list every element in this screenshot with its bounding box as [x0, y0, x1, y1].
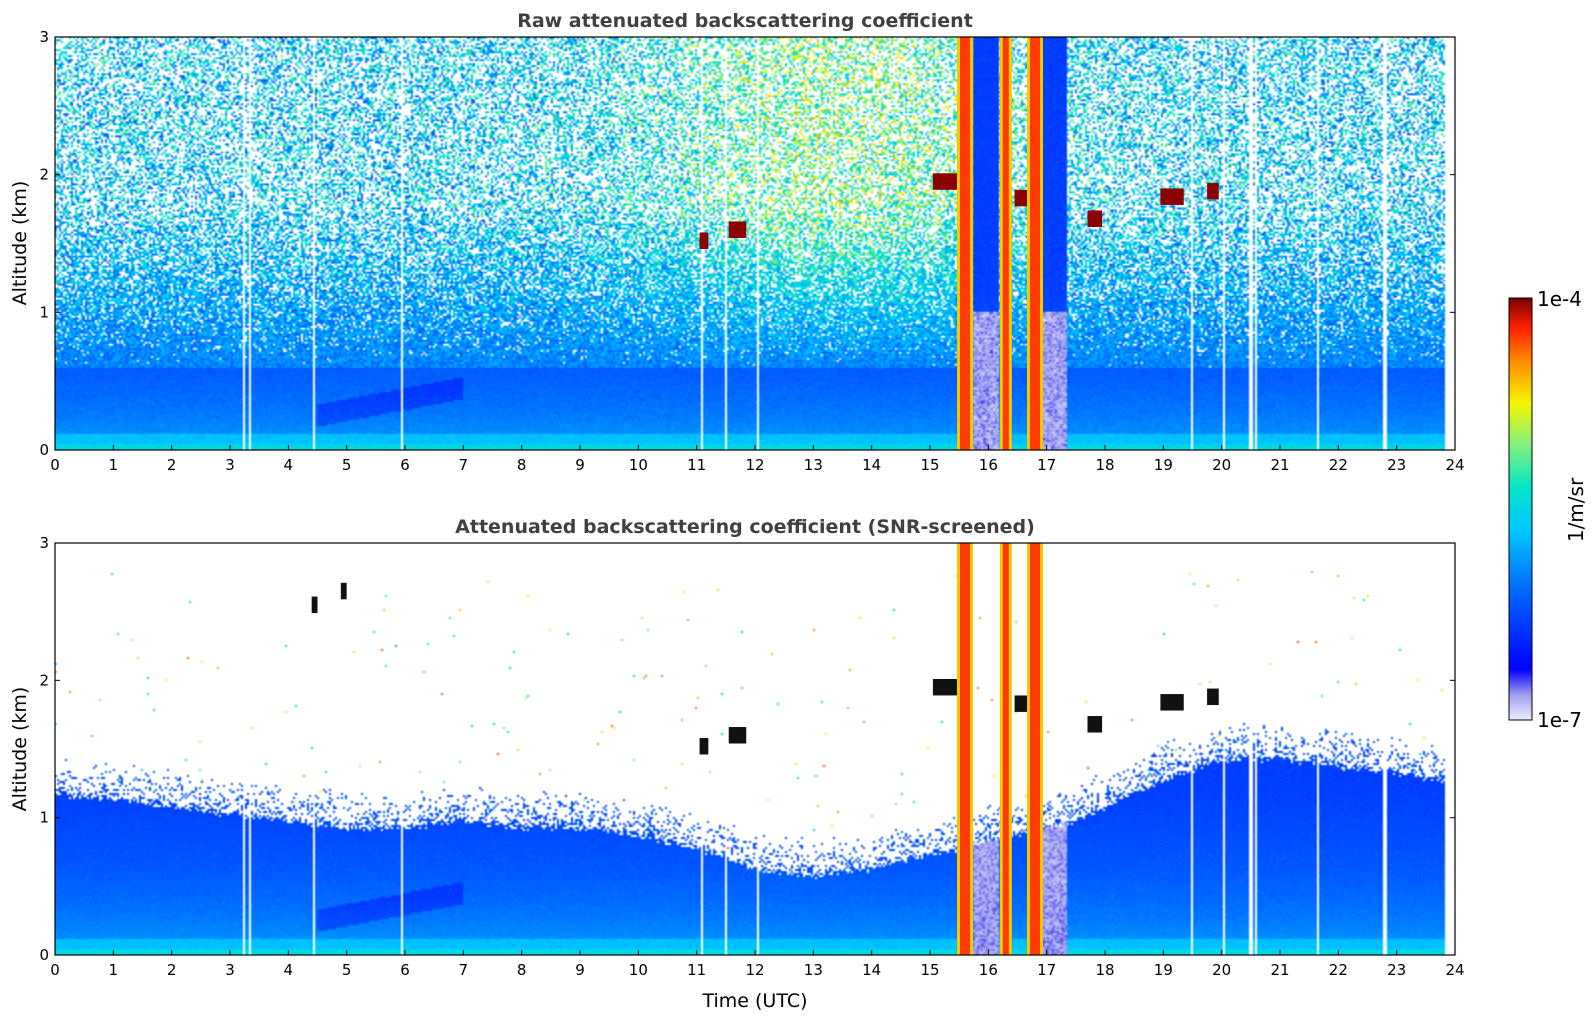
- x-tick-label: 5: [342, 456, 352, 474]
- y-tick-label: 1: [39, 303, 49, 321]
- x-tick-label: 16: [979, 961, 998, 979]
- x-tick-label: 1: [109, 456, 119, 474]
- colorbar: 1e-4 1e-7 1/m/sr: [1508, 287, 1588, 732]
- x-tick-label: 13: [804, 961, 823, 979]
- colorbar-max-label: 1e-4: [1537, 287, 1582, 311]
- x-tick-label: 10: [629, 456, 648, 474]
- precipitation-core: [1002, 37, 1009, 450]
- y-axis-label: Altitude (km): [9, 687, 31, 812]
- y-tick-label: 3: [39, 28, 49, 46]
- x-tick-label: 3: [225, 961, 235, 979]
- colorbar-min-label: 1e-7: [1537, 708, 1582, 732]
- raw-backscatter-heatmap: [55, 37, 1455, 450]
- x-tick-label: 17: [1037, 456, 1056, 474]
- y-axis: 0 1 2 3: [39, 534, 1455, 964]
- cloud-layer: [340, 582, 347, 600]
- x-tick-label: 12: [745, 961, 764, 979]
- x-tick-label: 18: [1095, 961, 1114, 979]
- x-tick-label: 7: [459, 961, 469, 979]
- cloud-layer: [1087, 210, 1103, 227]
- y-tick-label: 0: [39, 441, 49, 459]
- precipitation-core: [1030, 543, 1040, 955]
- x-tick-label: 20: [1212, 961, 1231, 979]
- cloud-layer: [1160, 188, 1184, 205]
- cloud-layer: [699, 232, 709, 250]
- cloud-layer: [728, 221, 747, 238]
- x-tick-label: 11: [687, 961, 706, 979]
- x-tick-label: 0: [50, 456, 60, 474]
- x-axis-label: Time (UTC): [701, 990, 807, 1012]
- cloud-layer: [1207, 688, 1219, 706]
- cloud-layer: [699, 738, 709, 755]
- x-tick-label: 6: [400, 961, 410, 979]
- x-tick-label: 23: [1387, 961, 1406, 979]
- x-tick-label: 7: [459, 456, 469, 474]
- cloud-layer: [932, 678, 963, 696]
- y-tick-label: 1: [39, 809, 49, 827]
- cloud-layer: [932, 173, 963, 190]
- precipitation-core: [960, 543, 970, 955]
- x-axis: 0 1 2 3 4 5 6 7 8 9 10 11 12 13 14 15 16 17 18 19 20 21 22 23 24: [50, 445, 1465, 474]
- x-tick-label: 22: [1329, 456, 1348, 474]
- x-tick-label: 24: [1445, 961, 1464, 979]
- x-tick-label: 13: [804, 456, 823, 474]
- x-tick-label: 24: [1445, 456, 1464, 474]
- x-tick-label: 4: [284, 456, 294, 474]
- x-tick-label: 0: [50, 961, 60, 979]
- x-tick-label: 2: [167, 961, 177, 979]
- raw-backscatter-panel: Raw attenuated backscattering coefficien…: [9, 10, 1465, 474]
- x-tick-label: 3: [225, 456, 235, 474]
- cloud-layer: [1160, 694, 1184, 711]
- precipitation-core: [960, 37, 970, 450]
- x-tick-label: 12: [745, 456, 764, 474]
- panel-title: Raw attenuated backscattering coefficien…: [517, 10, 973, 32]
- colorbar-unit-label: 1/m/sr: [1564, 477, 1588, 542]
- x-tick-label: 21: [1270, 456, 1289, 474]
- x-tick-label: 11: [687, 456, 706, 474]
- x-tick-label: 21: [1270, 961, 1289, 979]
- x-tick-label: 19: [1154, 456, 1173, 474]
- y-axis-label: Altitude (km): [9, 181, 31, 306]
- y-tick-label: 0: [39, 946, 49, 964]
- x-tick-label: 2: [167, 456, 177, 474]
- y-tick-label: 2: [39, 671, 49, 689]
- x-tick-label: 23: [1387, 456, 1406, 474]
- x-tick-label: 9: [575, 456, 585, 474]
- cloud-layer: [728, 727, 747, 744]
- x-tick-label: 8: [517, 961, 527, 979]
- x-tick-label: 4: [284, 961, 294, 979]
- x-tick-label: 19: [1154, 961, 1173, 979]
- precipitation-core: [1030, 37, 1040, 450]
- x-tick-label: 14: [862, 961, 881, 979]
- x-tick-label: 14: [862, 456, 881, 474]
- y-axis: 0 1 2 3: [39, 28, 1455, 459]
- x-tick-label: 20: [1212, 456, 1231, 474]
- x-tick-label: 5: [342, 961, 352, 979]
- cloud-layer: [1087, 716, 1103, 733]
- precipitation-core: [1002, 543, 1009, 955]
- x-tick-label: 15: [920, 456, 939, 474]
- panel-title: Attenuated backscattering coefficient (S…: [455, 516, 1035, 538]
- x-tick-label: 8: [517, 456, 527, 474]
- x-tick-label: 16: [979, 456, 998, 474]
- x-tick-label: 18: [1095, 456, 1114, 474]
- x-tick-label: 6: [400, 456, 410, 474]
- x-tick-label: 15: [920, 961, 939, 979]
- snr-screened-panel: Attenuated backscattering coefficient (S…: [9, 516, 1465, 1012]
- x-tick-label: 1: [109, 961, 119, 979]
- x-tick-label: 9: [575, 961, 585, 979]
- cloud-layers: [699, 37, 1219, 450]
- y-tick-label: 3: [39, 534, 49, 552]
- x-tick-label: 10: [629, 961, 648, 979]
- snr-screened-heatmap: [55, 543, 1455, 955]
- cloud-layer: [1207, 182, 1219, 200]
- cloud-layer: [311, 596, 318, 614]
- x-tick-label: 17: [1037, 961, 1056, 979]
- cloud-layers: [311, 543, 1219, 955]
- y-tick-label: 2: [39, 166, 49, 184]
- x-axis: 0 1 2 3 4 5 6 7 8 9 10 11 12 13 14 15 16 17 18 19 20 21 22 23 24: [50, 950, 1465, 979]
- colorbar-gradient: [1508, 297, 1533, 721]
- x-tick-label: 22: [1329, 961, 1348, 979]
